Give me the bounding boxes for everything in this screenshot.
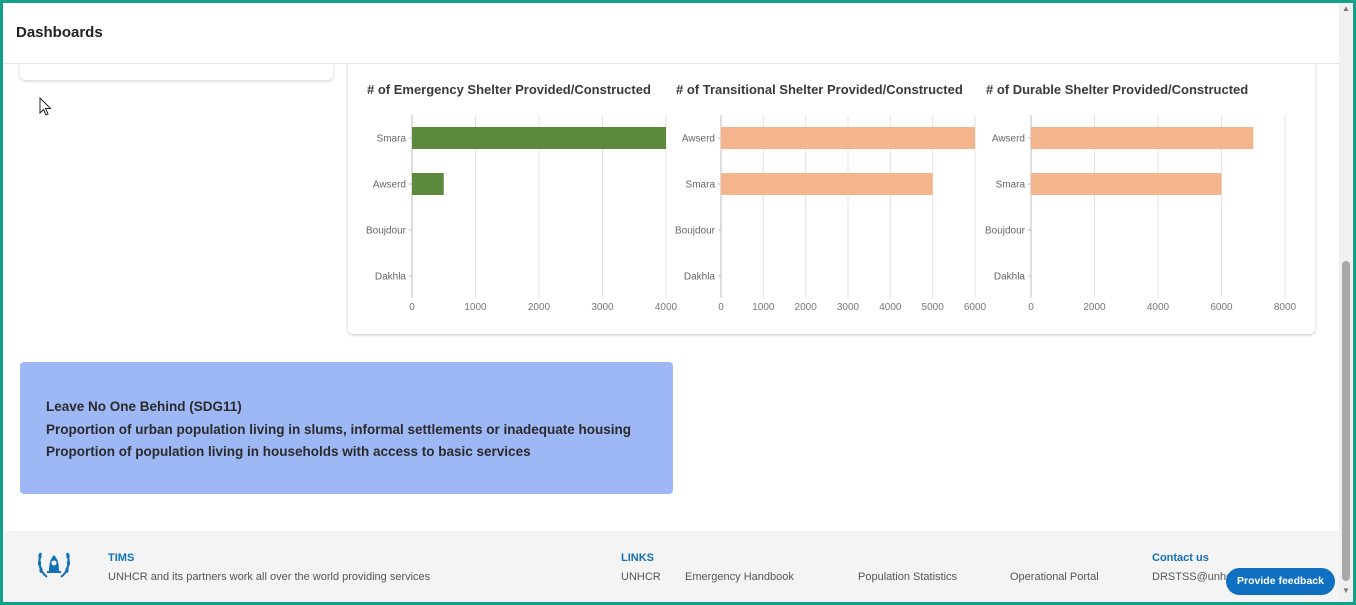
x-tick-label: 1000 — [464, 302, 487, 313]
y-category-label: Smara — [377, 134, 407, 145]
scroll-up-arrow-icon[interactable]: ▲ — [1342, 4, 1350, 13]
chart-title-emergency: # of Emergency Shelter Provided/Construc… — [367, 82, 651, 97]
y-category-label: Smara — [996, 180, 1026, 191]
x-tick-label: 5000 — [922, 302, 945, 313]
x-tick-label: 0 — [718, 302, 724, 313]
x-tick-label: 2000 — [1083, 302, 1106, 313]
x-tick-label: 0 — [1028, 302, 1034, 313]
scroll-down-arrow-icon[interactable]: ▼ — [1342, 586, 1350, 595]
chart-title-transitional: # of Transitional Shelter Provided/Const… — [676, 82, 963, 97]
y-category-label: Awserd — [682, 134, 715, 145]
page-title: Dashboards — [16, 24, 103, 41]
y-category-label: Dakhla — [994, 272, 1026, 283]
footer-links-heading: LINKS — [621, 552, 654, 564]
y-category-label: Boujdour — [985, 226, 1026, 237]
x-tick-label: 4000 — [879, 302, 902, 313]
scrollbar-thumb[interactable] — [1342, 261, 1350, 581]
x-tick-label: 4000 — [655, 302, 678, 313]
bar-awserd[interactable] — [721, 127, 975, 149]
bar-smara[interactable] — [412, 127, 666, 149]
vertical-scrollbar[interactable]: ▲ ▼ — [1339, 3, 1353, 602]
y-category-label: Boujdour — [366, 226, 407, 237]
footer-link-emergency-handbook[interactable]: Emergency Handbook — [685, 571, 794, 583]
bar-smara[interactable] — [721, 173, 933, 195]
emergency-shelter-chart: 0 1000 2000 3000 4000 Smara Awserd Boujdour Dakh… — [366, 115, 678, 313]
y-category-label: Dakhla — [375, 272, 407, 283]
y-category-label: Dakhla — [684, 272, 716, 283]
x-tick-label: 4000 — [1147, 302, 1170, 313]
bar-smara[interactable] — [1031, 173, 1222, 195]
bar-awserd[interactable] — [1031, 127, 1254, 149]
x-tick-label: 0 — [409, 302, 415, 313]
y-category-label: Awserd — [373, 180, 406, 191]
x-tick-label: 3000 — [591, 302, 614, 313]
y-category-label: Smara — [686, 180, 716, 191]
chart-title-durable: # of Durable Shelter Provided/Constructe… — [986, 82, 1249, 97]
footer-contact-email[interactable]: DRSTSS@unhc — [1152, 571, 1232, 583]
sdg-info-box: Leave No One Behind (SDG11) Proportion o… — [20, 362, 673, 494]
y-category-label: Boujdour — [675, 226, 716, 237]
page-header: Dashboards — [3, 3, 1339, 64]
footer-link-unhcr[interactable]: UNHCR — [621, 571, 661, 583]
sdg-title: Leave No One Behind (SDG11) — [46, 399, 242, 414]
x-tick-label: 8000 — [1274, 302, 1297, 313]
x-tick-label: 6000 — [1210, 302, 1233, 313]
x-tick-label: 2000 — [795, 302, 818, 313]
y-category-label: Awserd — [992, 134, 1025, 145]
footer-tims-heading: TIMS — [108, 552, 135, 564]
page-footer: TIMS UNHCR and its partners work all ove… — [3, 531, 1339, 602]
sdg-indicator-2: Proportion of population living in house… — [46, 444, 531, 459]
provide-feedback-button[interactable]: Provide feedback — [1226, 568, 1335, 595]
x-tick-label: 6000 — [964, 302, 987, 313]
x-tick-label: 1000 — [752, 302, 775, 313]
x-tick-label: 2000 — [528, 302, 551, 313]
bar-awserd[interactable] — [412, 173, 444, 195]
footer-link-operational-portal[interactable]: Operational Portal — [1010, 571, 1099, 583]
unhcr-logo-icon — [37, 552, 71, 578]
mouse-cursor-icon — [39, 97, 52, 116]
transitional-shelter-chart: 0 1000 2000 3000 4000 5000 6000 Awserd Smara Bouj… — [675, 115, 987, 313]
durable-shelter-chart: 0 2000 4000 6000 8000 Awserd Smara Boujdour Dakh… — [985, 115, 1297, 313]
footer-tims-text: UNHCR and its partners work all over the… — [108, 571, 431, 583]
footer-contact-heading: Contact us — [1152, 552, 1209, 564]
x-tick-label: 3000 — [837, 302, 860, 313]
sdg-indicator-1: Proportion of urban population living in… — [46, 421, 632, 437]
footer-link-population-statistics[interactable]: Population Statistics — [858, 571, 958, 583]
